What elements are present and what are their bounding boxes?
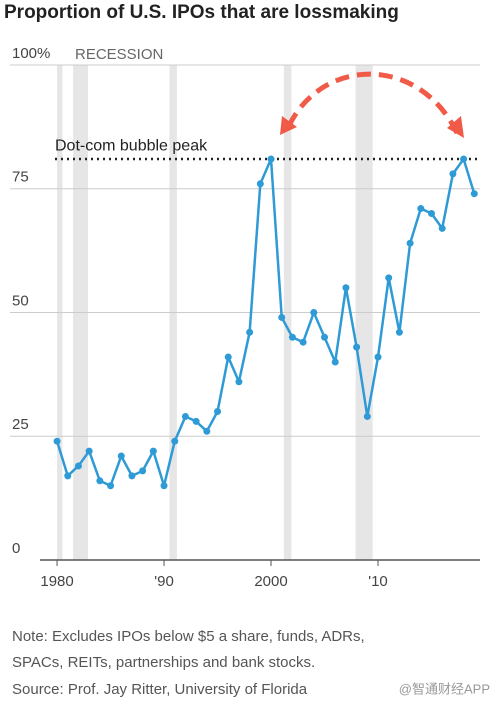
point (117, 452, 125, 460)
point (395, 328, 403, 336)
point (128, 472, 136, 480)
point (235, 378, 243, 386)
point (192, 417, 200, 425)
arrow-head (447, 116, 464, 138)
point (139, 467, 147, 475)
y-tick-label: 25 (12, 416, 29, 433)
point (149, 447, 157, 455)
point (331, 358, 339, 366)
point (406, 239, 414, 247)
x-tick-label: 1980 (40, 573, 73, 590)
point (224, 353, 232, 361)
watermark: @智通财经APP (399, 681, 490, 696)
reference-label: Dot-com bubble peak (55, 137, 208, 154)
point (470, 190, 478, 198)
x-tick-label: 2000 (254, 573, 287, 590)
recession-label: RECESSION (75, 46, 163, 63)
x-tick-label: '10 (368, 573, 388, 590)
point (374, 353, 382, 361)
y-tick-label: 50 (12, 292, 29, 309)
line (55, 157, 476, 487)
point (449, 170, 457, 178)
point (171, 437, 179, 445)
point (288, 333, 296, 341)
note: SPACs, REITs, partnerships and bank stoc… (12, 654, 315, 671)
source: Source: Prof. Jay Ritter, University of … (12, 681, 308, 698)
point (353, 343, 361, 351)
point (74, 462, 82, 470)
point (53, 437, 61, 445)
y-tick-label: 75 (12, 169, 29, 186)
point (85, 447, 93, 455)
note: Note: Excludes IPOs below $5 a share, fu… (12, 628, 365, 645)
y-tick-label: 0 (12, 540, 20, 557)
point (64, 472, 72, 480)
point (385, 274, 393, 282)
chart-title: Proportion of U.S. IPOs that are lossmak… (4, 2, 399, 23)
point (363, 412, 371, 420)
point (246, 328, 254, 336)
background-layer: RECESSION (10, 46, 480, 561)
point (181, 412, 189, 420)
arrow (284, 71, 460, 135)
point (417, 205, 425, 213)
point (299, 338, 307, 346)
point (214, 408, 222, 415)
point (342, 284, 350, 292)
point (278, 313, 286, 321)
point (107, 482, 115, 490)
point (438, 224, 446, 232)
point (256, 180, 264, 188)
point (96, 477, 104, 485)
y-tick-label: 100% (12, 45, 50, 62)
x-tick-label: '90 (154, 573, 174, 590)
point (160, 482, 168, 490)
point (321, 333, 329, 341)
point (203, 427, 211, 435)
point (428, 210, 436, 217)
point (267, 155, 275, 163)
point (310, 309, 318, 316)
point (460, 155, 468, 163)
arrow-head (280, 116, 297, 135)
